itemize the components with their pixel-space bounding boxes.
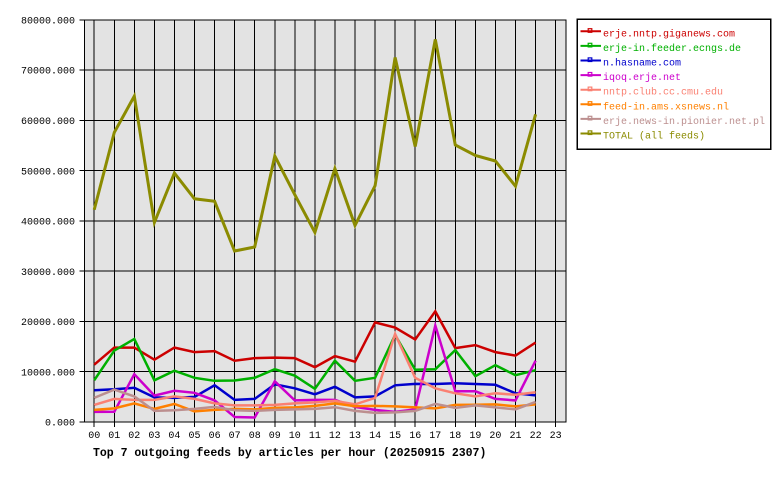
svg-text:30000.000: 30000.000 (21, 268, 75, 279)
svg-text:nntp.club.cc.cmu.edu: nntp.club.cc.cmu.edu (603, 87, 723, 99)
svg-text:erje.nntp.giganews.com: erje.nntp.giganews.com (603, 28, 735, 40)
svg-text:14: 14 (369, 431, 381, 442)
svg-text:40000.000: 40000.000 (21, 218, 75, 229)
svg-text:15: 15 (389, 431, 401, 442)
svg-text:17: 17 (429, 431, 441, 442)
svg-text:60000.000: 60000.000 (21, 117, 75, 128)
svg-text:02: 02 (128, 431, 140, 442)
svg-text:n.hasname.com: n.hasname.com (603, 58, 681, 70)
svg-text:feed-in.ams.xsnews.nl: feed-in.ams.xsnews.nl (603, 101, 729, 113)
svg-text:11: 11 (309, 431, 321, 442)
svg-text:09: 09 (269, 431, 281, 442)
svg-text:10000.000: 10000.000 (21, 368, 75, 379)
svg-text:13: 13 (349, 431, 361, 442)
svg-text:22: 22 (530, 431, 542, 442)
svg-text:08: 08 (249, 431, 261, 442)
svg-text:iqoq.erje.net: iqoq.erje.net (603, 72, 681, 84)
svg-text:erje.news-in.pionier.net.pl: erje.news-in.pionier.net.pl (603, 116, 765, 128)
svg-text:TOTAL (all feeds): TOTAL (all feeds) (603, 131, 705, 143)
svg-text:03: 03 (148, 431, 160, 442)
svg-text:05: 05 (188, 431, 200, 442)
svg-text:19: 19 (469, 431, 481, 442)
svg-text:01: 01 (108, 431, 120, 442)
svg-text:20: 20 (489, 431, 501, 442)
svg-text:Top 7 outgoing feeds by articl: Top 7 outgoing feeds by articles per hou… (93, 447, 486, 460)
svg-text:erje-in.feeder.ecngs.de: erje-in.feeder.ecngs.de (603, 43, 741, 55)
svg-text:50000.000: 50000.000 (21, 167, 75, 178)
svg-text:20000.000: 20000.000 (21, 318, 75, 329)
svg-text:04: 04 (168, 431, 180, 442)
svg-text:16: 16 (409, 431, 421, 442)
svg-text:0.000: 0.000 (45, 419, 75, 430)
svg-text:21: 21 (509, 431, 521, 442)
svg-text:07: 07 (229, 431, 241, 442)
svg-text:10: 10 (289, 431, 301, 442)
svg-text:06: 06 (209, 431, 221, 442)
svg-text:23: 23 (550, 431, 562, 442)
svg-text:70000.000: 70000.000 (21, 67, 75, 78)
svg-text:80000.000: 80000.000 (21, 17, 75, 28)
svg-text:00: 00 (88, 431, 100, 442)
svg-text:12: 12 (329, 431, 341, 442)
svg-text:18: 18 (449, 431, 461, 442)
